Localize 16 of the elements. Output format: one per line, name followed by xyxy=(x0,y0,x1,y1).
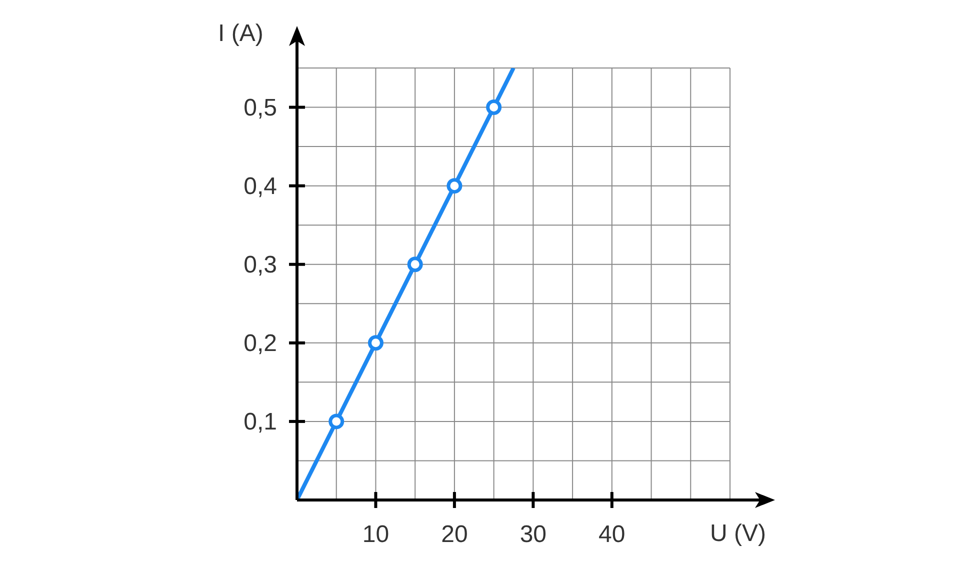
point xyxy=(328,414,344,430)
x-tick-label: 20 xyxy=(441,521,468,548)
point xyxy=(407,256,423,272)
x-tick-label: 10 xyxy=(362,521,390,548)
point xyxy=(446,178,462,194)
point xyxy=(486,100,502,116)
y-tick-label: 0,4 xyxy=(244,172,277,200)
y-tick-label: 0,2 xyxy=(244,330,277,357)
y-tick-label: 0,1 xyxy=(244,408,277,436)
y-tick-label: 0,5 xyxy=(244,94,277,122)
x-tick-label: 30 xyxy=(520,521,547,548)
point xyxy=(368,335,384,351)
y-tick-label: 0,3 xyxy=(244,251,277,278)
x-tick-label: 40 xyxy=(598,521,626,548)
x-axis-title: U (V) xyxy=(710,520,766,548)
y-axis-title: I (A) xyxy=(218,20,264,48)
